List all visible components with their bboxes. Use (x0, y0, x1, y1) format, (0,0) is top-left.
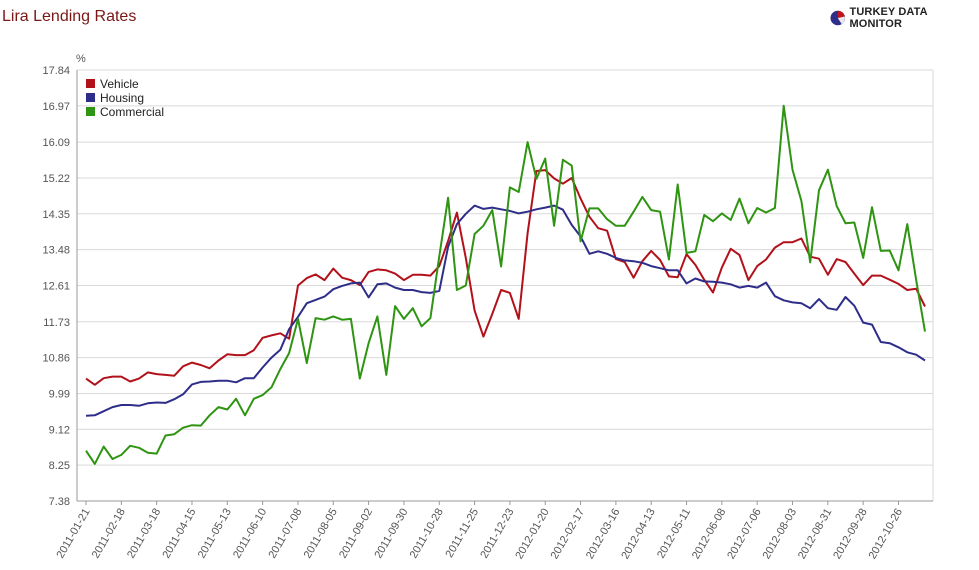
x-tick-label: 2012-08-03 (761, 507, 800, 562)
y-tick-label: 15.22 (42, 173, 70, 185)
x-tick-label: 2012-10-26 (867, 507, 906, 562)
legend-swatch-commercial (86, 107, 95, 116)
x-tick-label: 2012-03-16 (584, 507, 623, 562)
y-tick-label: 7.38 (49, 496, 70, 508)
legend-swatch-vehicle (86, 79, 95, 88)
legend-swatch-housing (86, 93, 95, 102)
y-tick-label: 9.99 (49, 388, 70, 400)
x-tick-label: 2012-04-13 (619, 507, 658, 562)
x-tick-label: 2012-09-28 (831, 507, 870, 562)
x-tick-label: 2011-10-28 (408, 507, 446, 561)
y-tick-label: 8.25 (49, 460, 70, 472)
x-tick-label: 2011-09-30 (372, 507, 410, 561)
x-tick-label: 2011-08-05 (302, 507, 340, 561)
x-tick-label: 2012-06-08 (690, 507, 729, 562)
y-tick-label: 10.86 (42, 353, 70, 365)
series-line-vehicle (85, 169, 926, 386)
y-tick-label: 16.09 (42, 137, 70, 149)
x-tick-label: 2012-01-20 (513, 507, 552, 562)
y-tick-label: 17.84 (42, 65, 70, 77)
chart-title: Lira Lending Rates (2, 8, 137, 25)
pie-logo-icon (830, 10, 846, 26)
brand-name: TURKEY DATA MONITOR (849, 6, 928, 30)
series-line-commercial (85, 104, 926, 465)
x-tick-label: 2011-02-18 (90, 507, 128, 561)
brand-logo[interactable]: TURKEY DATA MONITOR (830, 6, 979, 30)
y-tick-label: 12.61 (42, 281, 70, 293)
x-tick-label: 2011-09-02 (337, 507, 375, 561)
x-tick-label: 2011-05-13 (196, 507, 234, 561)
x-tick-label: 2011-12-23 (478, 507, 516, 561)
x-tick-labels: 2011-01-212011-02-182011-03-182011-04-15… (54, 501, 905, 561)
x-tick-label: 2012-02-17 (549, 507, 588, 562)
x-tick-label: 2011-07-08 (266, 507, 304, 561)
legend-label-vehicle: Vehicle (100, 77, 139, 91)
x-tick-label: 2012-08-31 (796, 507, 835, 562)
x-tick-label: 2011-04-15 (160, 507, 198, 561)
series-line-housing (85, 204, 926, 417)
legend-label-commercial: Commercial (100, 105, 164, 119)
y-tick-label: 13.48 (42, 245, 70, 257)
x-tick-label: 2012-05-11 (655, 507, 693, 561)
x-tick-label: 2011-01-21 (54, 507, 92, 561)
y-tick-label: 14.35 (42, 209, 70, 221)
y-axis-unit: % (76, 53, 86, 65)
y-tick-label: 11.73 (43, 317, 70, 329)
data-series (85, 104, 926, 465)
gridlines (76, 69, 934, 502)
x-tick-label: 2011-11-25 (443, 507, 481, 560)
x-tick-label: 2011-06-10 (231, 507, 269, 561)
legend-label-housing: Housing (100, 91, 144, 105)
y-tick-label: 9.12 (49, 424, 70, 436)
x-tick-label: 2012-07-06 (725, 507, 764, 562)
x-tick-label: 2011-03-18 (125, 507, 163, 561)
y-tick-labels: 7.38 8.25 9.12 9.99 10.86 11.73 12.61 13.48 14.3… (42, 65, 70, 508)
y-tick-label: 16.97 (42, 101, 70, 113)
